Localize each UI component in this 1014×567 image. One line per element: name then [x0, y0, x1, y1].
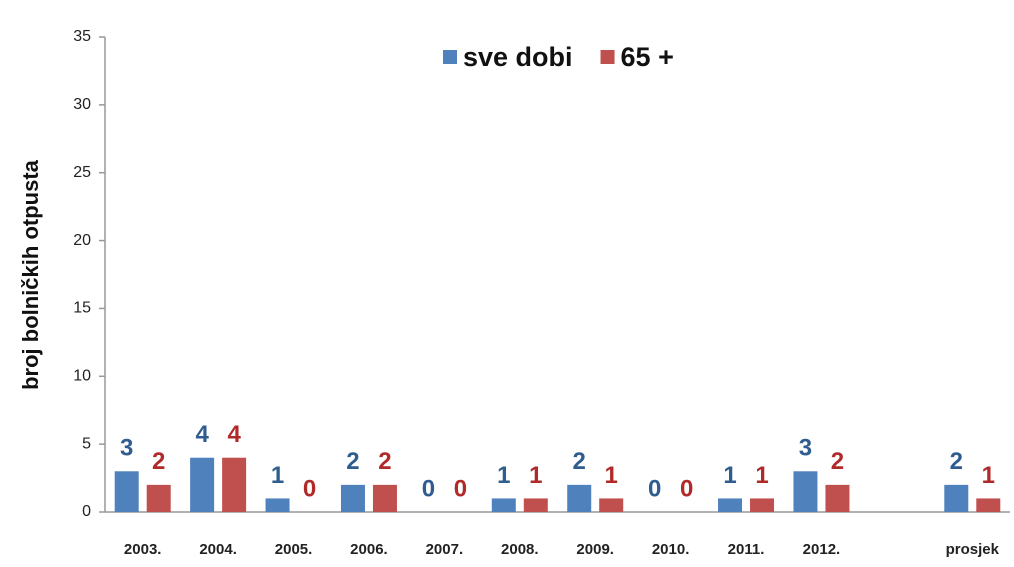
value-label: 4	[195, 421, 209, 448]
value-label: 1	[723, 462, 736, 489]
bar	[190, 457, 215, 512]
bar	[523, 498, 548, 512]
value-label: 2	[378, 448, 391, 475]
legend-label: 65 +	[621, 42, 674, 72]
value-label: 0	[648, 475, 661, 502]
bar	[750, 498, 775, 512]
x-tick-label: 2004.	[199, 541, 237, 558]
y-tick-label: 5	[82, 435, 91, 452]
bar	[976, 498, 1001, 512]
bar	[718, 498, 743, 512]
x-tick-label: 2009.	[576, 541, 614, 558]
y-tick-label: 25	[73, 164, 91, 181]
y-tick-label: 15	[73, 300, 91, 317]
x-tick-label: 2012.	[803, 541, 841, 558]
value-label: 0	[422, 475, 435, 502]
bar	[340, 484, 365, 512]
legend-label: sve dobi	[463, 42, 573, 72]
bar	[567, 484, 592, 512]
value-label: 1	[755, 462, 768, 489]
value-label: 2	[346, 448, 359, 475]
value-label: 2	[152, 448, 165, 475]
value-label: 4	[227, 421, 241, 448]
bar	[222, 457, 247, 512]
bar	[146, 484, 171, 512]
x-tick-label: prosjek	[946, 541, 1000, 558]
x-tick-label: 2008.	[501, 541, 539, 558]
bar	[265, 498, 290, 512]
bar	[114, 471, 139, 512]
bar	[793, 471, 818, 512]
y-tick-label: 35	[73, 28, 91, 45]
y-tick-label: 20	[73, 232, 91, 249]
legend-swatch	[443, 50, 457, 64]
y-tick-label: 0	[82, 503, 91, 520]
x-tick-label: 2007.	[426, 541, 464, 558]
value-label: 0	[303, 475, 316, 502]
value-label: 1	[271, 462, 284, 489]
value-label: 2	[831, 448, 844, 475]
bar	[491, 498, 516, 512]
y-axis-label: broj bolničkih otpusta	[18, 159, 43, 390]
value-label: 0	[454, 475, 467, 502]
x-tick-label: 2005.	[275, 541, 313, 558]
y-tick-label: 10	[73, 368, 91, 385]
bar	[599, 498, 624, 512]
value-label: 2	[950, 448, 963, 475]
bar	[372, 484, 397, 512]
x-tick-label: 2003.	[124, 541, 162, 558]
value-label: 1	[982, 462, 995, 489]
value-label: 3	[799, 435, 812, 462]
value-label: 0	[680, 475, 693, 502]
value-label: 1	[605, 462, 618, 489]
x-tick-label: 2011.	[728, 541, 765, 558]
bar	[825, 484, 850, 512]
value-label: 3	[120, 435, 133, 462]
value-label: 2	[573, 448, 586, 475]
x-tick-label: 2006.	[350, 541, 388, 558]
value-label: 1	[497, 462, 510, 489]
value-label: 1	[529, 462, 542, 489]
y-tick-label: 30	[73, 96, 91, 113]
legend-swatch	[600, 50, 615, 64]
bar	[944, 484, 969, 512]
x-tick-label: 2010.	[652, 541, 690, 558]
